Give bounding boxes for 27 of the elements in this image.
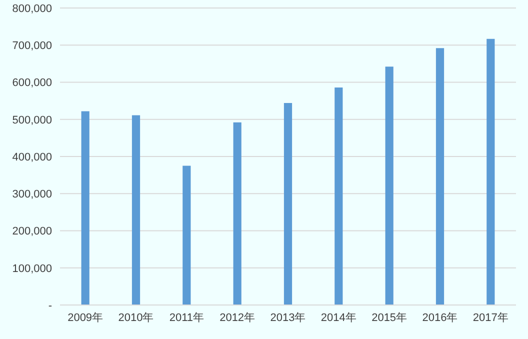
x-tick-label: 2016年 (422, 312, 458, 324)
x-tick-label: 2013年 (270, 312, 306, 324)
bar (334, 87, 343, 305)
bar (233, 122, 242, 305)
x-tick-label: 2017年 (472, 312, 508, 324)
y-tick-label: 400,000 (12, 151, 52, 164)
bar (132, 115, 140, 305)
x-tick-label: 2010年 (118, 312, 154, 324)
x-tick-label: 2014年 (320, 312, 356, 324)
y-tick-label: 700,000 (12, 40, 52, 52)
x-tick-label: 2009年 (68, 312, 104, 324)
x-tick-label: 2015年 (372, 312, 408, 324)
bar (81, 111, 90, 305)
bar (486, 38, 495, 305)
y-tick-label: 600,000 (12, 77, 52, 90)
bar (436, 48, 444, 305)
bar (284, 103, 292, 305)
bar (182, 166, 191, 305)
x-tick-label: 2012年 (220, 312, 256, 324)
bar (385, 66, 394, 305)
x-tick-label: 2011年 (169, 312, 204, 324)
y-tick-label: 800,000 (12, 2, 52, 15)
y-tick-label: 100,000 (12, 262, 52, 275)
y-tick-label: - (48, 300, 52, 312)
y-tick-label: 200,000 (12, 226, 52, 238)
y-tick-label: 500,000 (12, 114, 52, 126)
y-tick-label: 300,000 (12, 188, 52, 201)
